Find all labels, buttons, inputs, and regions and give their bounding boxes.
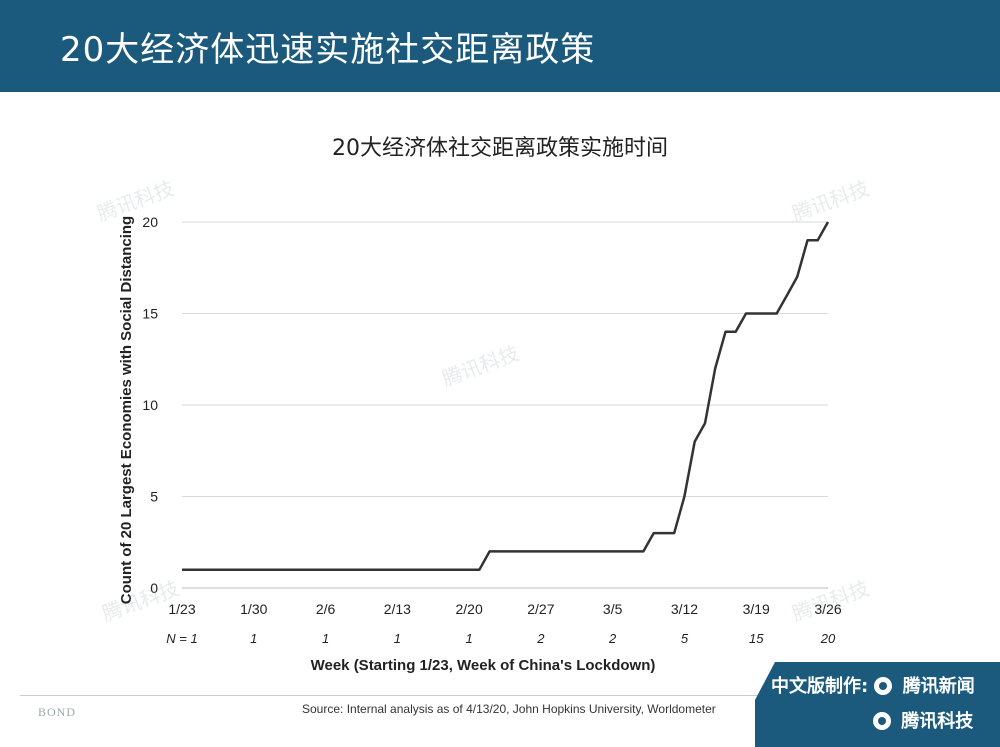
brand-badge: 中文版制作: 腾讯新闻 腾讯科技 [755,662,1000,747]
n-count-label: 5 [681,631,689,646]
x-tick-label: 2/27 [527,601,554,617]
n-count-label: N = 1 [166,631,197,646]
badge-credit-label: 中文版制作: [771,676,869,697]
n-count-label: 2 [536,631,545,646]
x-tick-label: 2/6 [316,601,336,617]
x-tick-label: 3/5 [603,601,623,617]
y-tick-label: 0 [150,580,158,596]
x-axis-title: Week (Starting 1/23, Week of China's Loc… [311,657,656,674]
badge-row-tech: 腾讯科技 [873,707,973,733]
n-count-label: 15 [749,631,764,646]
tencent-news-icon [874,677,893,695]
chart-title: 20大经济体社交距离政策实施时间 [332,136,668,161]
y-tick-label: 20 [142,214,158,230]
line-chart: 0 5 10 15 20 1/23 N = 1 1/30 1 2/6 1 2/13 1 2/20 1 2/27… [118,214,842,674]
bond-logo: BOND [38,705,77,719]
n-count-label: 1 [322,631,329,646]
page-title: 20大经济体迅速实施社交距离政策 [60,30,596,70]
badge-brand-news: 腾讯新闻 [902,676,975,697]
tencent-tech-icon [873,712,891,730]
y-tick-label: 5 [150,489,158,505]
n-count-label: 1 [465,631,472,646]
y-tick-label: 10 [142,397,158,413]
n-count-label: 1 [394,631,401,646]
n-count-label: 1 [250,631,257,646]
x-tick-label: 2/13 [384,601,411,617]
x-tick-label: 1/23 [168,601,195,617]
footer-divider [20,695,760,696]
n-count-label: 2 [608,631,617,646]
x-tick-label: 2/20 [455,601,482,617]
source-note: Source: Internal analysis as of 4/13/20,… [302,702,716,716]
badge-brand-tech: 腾讯科技 [901,711,974,732]
n-count-label: 20 [820,631,836,646]
y-axis-title: Count of 20 Largest Economies with Socia… [118,216,135,604]
x-tick-label: 3/12 [671,601,698,617]
badge-background [755,662,1000,747]
x-tick-label: 1/30 [240,601,267,617]
series-line [182,221,830,571]
y-tick-label: 15 [142,306,158,322]
x-tick-label: 3/19 [743,601,770,617]
header-banner: 20大经济体迅速实施社交距离政策 [0,0,1000,92]
badge-row-credit: 中文版制作: 腾讯新闻 [771,672,975,698]
x-tick-label: 3/26 [814,601,841,617]
